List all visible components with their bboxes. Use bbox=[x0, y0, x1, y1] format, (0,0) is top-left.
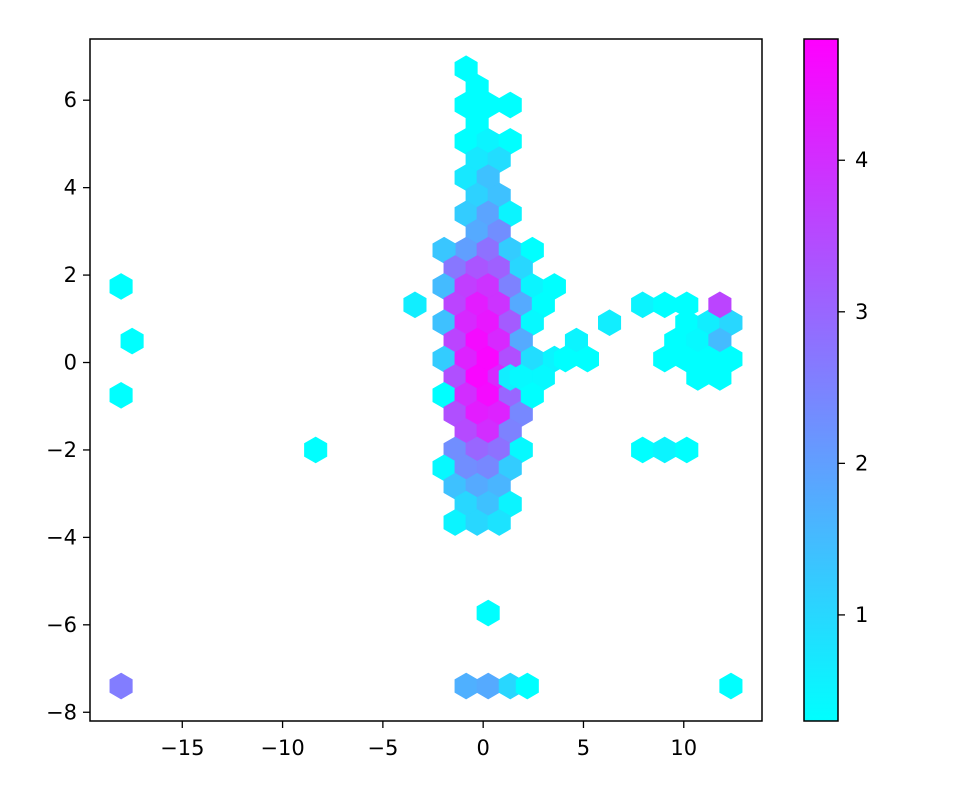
x-tick-label: −5 bbox=[367, 736, 398, 760]
x-tick-label: 5 bbox=[577, 736, 590, 760]
hexbin-cell bbox=[454, 672, 478, 700]
hexbin-cell bbox=[476, 672, 500, 700]
x-tick-label: 0 bbox=[476, 736, 489, 760]
colorbar-tick-label: 3 bbox=[855, 300, 868, 324]
colorbar: 1 2 3 4 bbox=[803, 38, 868, 722]
hexbin-cell bbox=[476, 599, 500, 627]
hexbin-cell bbox=[675, 436, 699, 464]
hexbin-cell bbox=[498, 91, 522, 119]
y-tick-label: 6 bbox=[64, 88, 77, 112]
y-tick-label: 2 bbox=[64, 263, 77, 287]
y-tick-label: 4 bbox=[64, 176, 77, 200]
y-tick-label: −8 bbox=[46, 700, 77, 724]
hexbin-cell bbox=[109, 381, 133, 409]
x-tick-label: −10 bbox=[260, 736, 304, 760]
x-tick-label: −15 bbox=[160, 736, 204, 760]
hexbin-cell bbox=[708, 291, 732, 319]
hexbin-cell bbox=[719, 672, 743, 700]
hexbin-cell bbox=[109, 672, 133, 700]
hexbin-cell bbox=[515, 672, 539, 700]
y-tick-label: −4 bbox=[46, 525, 77, 549]
hexbin-cell bbox=[631, 291, 655, 319]
colorbar-tick-label: 1 bbox=[855, 603, 868, 627]
x-tick-label: 10 bbox=[670, 736, 697, 760]
hexbin-cell bbox=[653, 291, 677, 319]
y-axis: −8 −6 −4 −2 0 2 4 6 bbox=[46, 88, 90, 724]
y-tick-label: −6 bbox=[46, 613, 77, 637]
hexbin-cell bbox=[653, 436, 677, 464]
plot-frame bbox=[89, 38, 763, 722]
colorbar-tick-label: 2 bbox=[855, 451, 868, 475]
hexbin-cell bbox=[598, 309, 622, 337]
hexbin-cell bbox=[487, 509, 511, 536]
x-axis: −15 −10 −5 0 5 10 bbox=[160, 721, 697, 760]
hexbin-cell bbox=[575, 345, 600, 373]
hexbin-cell bbox=[520, 381, 544, 409]
colorbar-gradient bbox=[803, 38, 839, 722]
hexbin-cell bbox=[109, 273, 133, 300]
hexbin-cell bbox=[403, 291, 427, 319]
plot-area: −15 −10 −5 0 5 10 −8 −6 −4 −2 0 2 4 6 bbox=[46, 38, 763, 760]
y-tick-label: −2 bbox=[46, 438, 77, 462]
colorbar-axis: 1 2 3 4 bbox=[838, 148, 868, 627]
hexbin-cell bbox=[631, 436, 655, 464]
hexbin-cell bbox=[120, 327, 144, 355]
colorbar-tick-label: 4 bbox=[855, 148, 868, 172]
hexbin-cell bbox=[708, 364, 732, 391]
hexbin-cells bbox=[109, 55, 743, 700]
y-tick-label: 0 bbox=[64, 351, 77, 375]
hexbin-cell bbox=[304, 436, 328, 464]
